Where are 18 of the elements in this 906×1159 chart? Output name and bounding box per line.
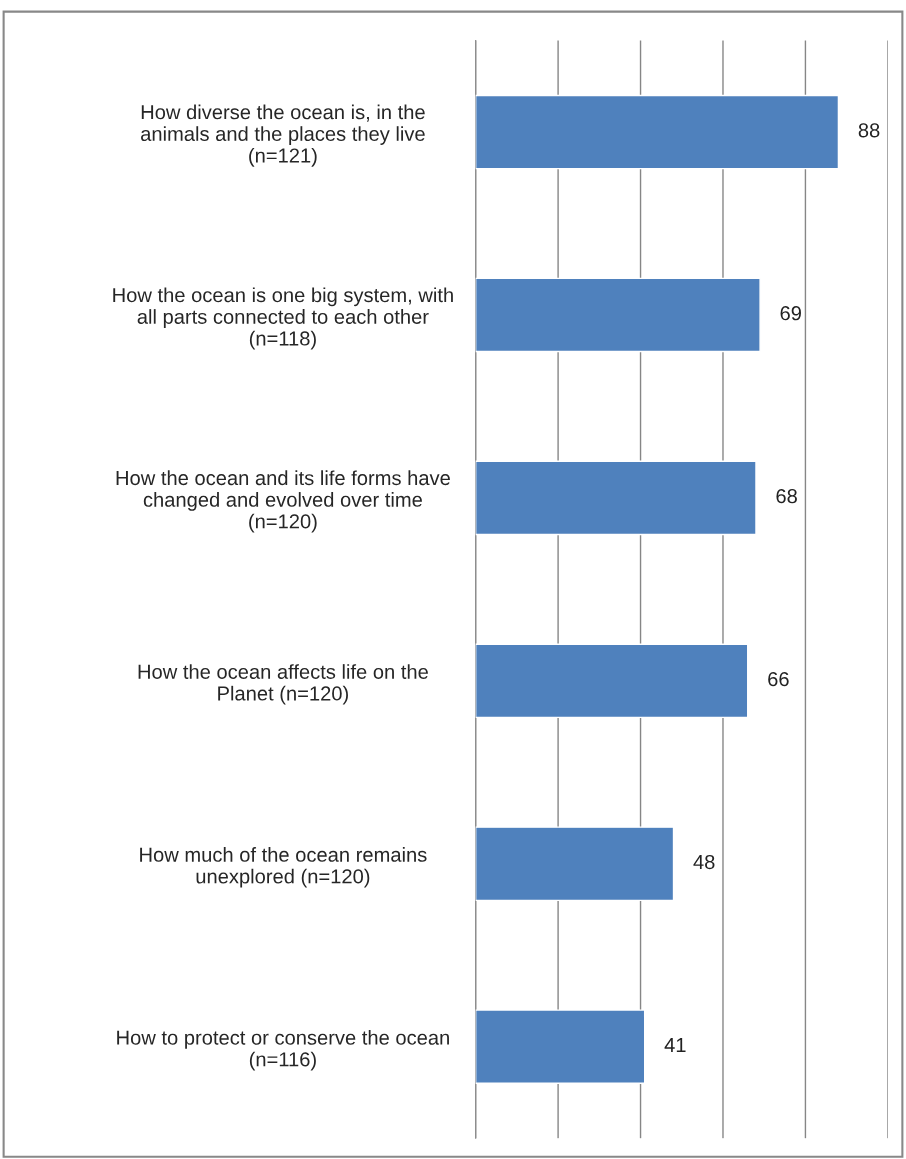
bar xyxy=(475,460,757,536)
y-tick-label: How the ocean and its life forms have changed and evolved over time (n=120) xyxy=(116,470,450,533)
data-label: 88 xyxy=(858,123,880,138)
bar xyxy=(475,277,761,353)
bar xyxy=(475,826,675,902)
data-label: 66 xyxy=(768,671,789,687)
y-tick-label: How the ocean is one big system, with all parts connected to each other (n=118) xyxy=(113,287,453,350)
y-tick-label: How diverse the ocean is, in the animals and the places they live (n=121) xyxy=(141,104,425,167)
data-label: 48 xyxy=(693,854,715,870)
y-tick-label: How the ocean affects life on the Planet (n=120) xyxy=(138,664,428,705)
bar xyxy=(475,643,749,719)
data-label: 68 xyxy=(776,489,797,504)
y-tick-label: How much of the ocean remains unexplored (n=120) xyxy=(140,847,427,888)
bar xyxy=(475,1009,646,1084)
data-label: 41 xyxy=(664,1038,686,1052)
bar xyxy=(475,94,840,170)
data-label: 69 xyxy=(780,306,801,321)
y-tick-label: How to protect or conserve the ocean (n=116) xyxy=(117,1029,449,1071)
